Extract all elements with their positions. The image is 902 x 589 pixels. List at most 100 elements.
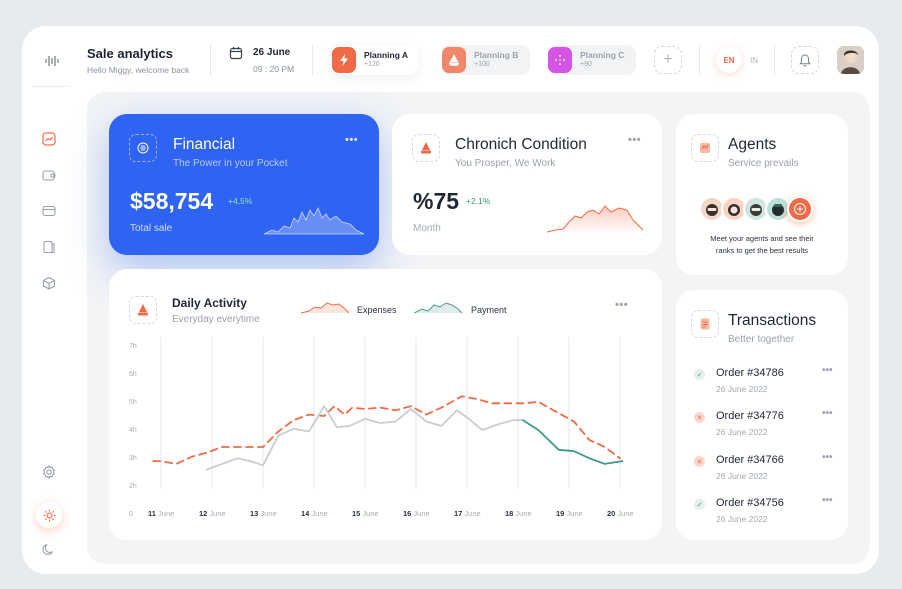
financial-icon <box>129 134 157 162</box>
x-tick-label: 12 June <box>199 509 226 518</box>
transaction-row[interactable]: ✕ Order #34776 26 June 2022 ••• <box>694 408 854 446</box>
more-options-icon[interactable]: ••• <box>822 495 833 506</box>
y-tick-label: 4h <box>129 427 137 434</box>
bolt-icon <box>332 47 356 73</box>
agents-description-line: Meet your agents and see their <box>710 234 814 243</box>
plan-b-name: Planning B <box>474 50 519 60</box>
transactions-subtitle: Better together <box>728 334 795 345</box>
legend-expenses-label: Expenses <box>357 305 397 315</box>
chronic-value: %75 <box>413 188 460 214</box>
agent-avatar[interactable] <box>699 196 725 222</box>
add-plan-button[interactable]: + <box>654 46 682 74</box>
agents-description-line: ranks to get the best results <box>715 246 809 255</box>
series-line-payment <box>522 419 624 465</box>
header-date: 26 June <box>253 47 291 58</box>
chronic-card[interactable]: Chronich Condition You Prosper, We Work … <box>392 114 662 255</box>
language-switch: EN IN <box>716 46 776 74</box>
sidebar-document-icon[interactable] <box>34 232 64 262</box>
more-options-icon[interactable]: ••• <box>628 134 642 146</box>
financial-card[interactable]: Financial The Power in your Pocket ••• $… <box>109 114 379 255</box>
transaction-order: Order #34766 <box>716 454 784 466</box>
settings-icon[interactable] <box>34 457 64 487</box>
sidebar-wallet-icon[interactable] <box>34 160 64 190</box>
chronic-delta: +2.1% <box>466 196 491 206</box>
sidebar-card-icon[interactable] <box>34 196 64 226</box>
transaction-order: Order #34786 <box>716 367 784 379</box>
header-time: 09 : 20 PM <box>253 64 295 74</box>
header-divider <box>774 44 775 76</box>
transaction-date: 26 June 2022 <box>716 427 768 437</box>
chronic-sparkline <box>547 205 643 234</box>
plan-a-button[interactable]: Planning A +120 <box>332 45 418 75</box>
agents-icon <box>691 134 719 162</box>
legend-expenses-swatch <box>301 302 349 314</box>
agent-avatar[interactable] <box>721 196 747 222</box>
transactions-card[interactable]: Transactions Better together ✓ Order #34… <box>676 290 848 540</box>
y-tick-label: 2h <box>129 483 137 490</box>
calendar-icon <box>229 46 243 60</box>
more-options-icon[interactable]: ••• <box>615 299 629 311</box>
agents-avatar-group <box>699 196 829 224</box>
moon-icon[interactable] <box>34 534 64 564</box>
lang-en-button[interactable]: EN <box>716 47 742 73</box>
more-options-icon[interactable]: ••• <box>822 365 833 376</box>
transaction-row[interactable]: ✓ Order #34786 26 June 2022 ••• <box>694 365 854 403</box>
y-tick-label: 0 <box>129 511 133 518</box>
plan-c-count: +90 <box>580 61 592 68</box>
header-divider <box>312 44 313 76</box>
header-divider <box>699 44 700 76</box>
daily-activity-card[interactable]: Daily Activity Everyday everytime Expens… <box>109 269 662 540</box>
plan-c-name: Planning C <box>580 50 625 60</box>
agents-description: Meet your agents and see their ranks to … <box>686 233 838 257</box>
financial-delta: +4,5% <box>228 196 253 206</box>
add-agent-button[interactable] <box>787 196 813 222</box>
transaction-date: 26 June 2022 <box>716 384 768 394</box>
agents-card[interactable]: Agents Service prevails <box>676 114 848 275</box>
transactions-title: Transactions <box>728 312 817 329</box>
agent-avatar[interactable] <box>765 196 791 222</box>
app-window: Sale analytics Hello Miggy, welcome back… <box>22 26 879 574</box>
financial-title: Financial <box>173 136 236 153</box>
welcome-text: Hello Miggy, welcome back <box>87 65 190 75</box>
sparkle-icon <box>548 47 572 73</box>
more-options-icon[interactable]: ••• <box>822 408 833 419</box>
x-tick-label: 19 June <box>556 509 583 518</box>
close-icon: ✕ <box>694 456 705 467</box>
plan-b-button[interactable]: Planning B +100 <box>442 45 530 75</box>
series-line-expenses <box>152 395 621 465</box>
financial-value: $58,754 <box>130 188 214 214</box>
x-tick-label: 15 June <box>352 509 379 518</box>
notification-button[interactable] <box>791 46 819 74</box>
agents-subtitle: Service prevails <box>728 158 799 169</box>
transactions-icon <box>691 310 719 338</box>
transaction-date: 26 June 2022 <box>716 471 768 481</box>
transaction-order: Order #34756 <box>716 497 784 509</box>
x-tick-label: 17 June <box>454 509 481 518</box>
x-tick-label: 13 June <box>250 509 277 518</box>
legend-payment-label: Payment <box>471 305 507 315</box>
y-tick-label: 5h <box>129 399 137 406</box>
x-tick-label: 14 June <box>301 509 328 518</box>
activity-icon <box>129 296 157 324</box>
transaction-row[interactable]: ✕ Order #34766 26 June 2022 ••• <box>694 452 854 490</box>
sidebar-analytics-icon[interactable] <box>34 124 64 154</box>
chronic-icon <box>412 134 440 162</box>
sun-icon[interactable] <box>36 502 62 528</box>
x-tick-label: 16 June <box>403 509 430 518</box>
y-tick-label: 7h <box>129 343 137 350</box>
transaction-row[interactable]: ✓ Order #34756 26 June 2022 ••• <box>694 495 854 533</box>
more-options-icon[interactable]: ••• <box>345 134 359 146</box>
legend-payment-swatch <box>414 302 462 314</box>
financial-caption: Total sale <box>130 223 173 234</box>
activity-line-chart: 0 2h 3h 4h 5h 6h 7h 11 June 12 June 13 June 14 Jun… <box>129 337 634 518</box>
user-avatar[interactable] <box>837 46 864 74</box>
plan-c-button[interactable]: Planning C +90 <box>548 45 636 75</box>
x-tick-label: 18 June <box>505 509 532 518</box>
lang-in-button[interactable]: IN <box>750 55 758 65</box>
plan-b-count: +100 <box>474 61 490 68</box>
more-options-icon[interactable]: ••• <box>822 452 833 463</box>
sidebar-box-icon[interactable] <box>34 268 64 298</box>
chronic-caption: Month <box>413 223 441 234</box>
header-divider <box>210 44 211 76</box>
financial-sparkline <box>264 207 364 235</box>
